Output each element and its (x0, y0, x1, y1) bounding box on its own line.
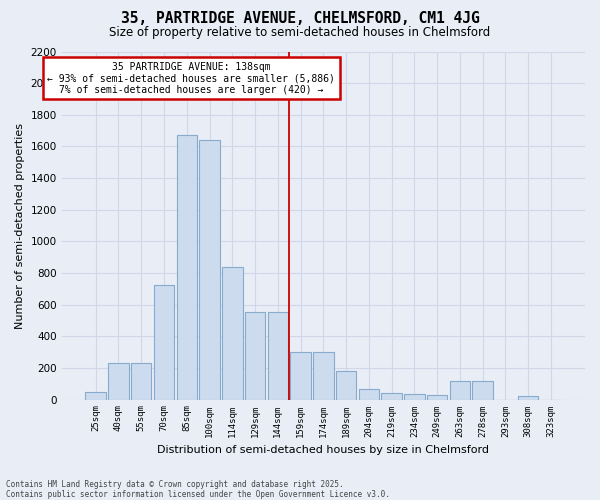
Bar (449, 382, 470, 400)
Bar (222, 266, 242, 400)
Bar (427, 395, 448, 400)
Bar (290, 352, 311, 400)
Bar (154, 285, 174, 400)
Y-axis label: Number of semi-detached properties: Number of semi-detached properties (15, 122, 25, 328)
Bar (472, 382, 493, 400)
Bar (336, 372, 356, 400)
Bar (313, 352, 334, 400)
Bar (131, 364, 151, 400)
Bar (108, 364, 129, 400)
Text: Size of property relative to semi-detached houses in Chelmsford: Size of property relative to semi-detach… (109, 26, 491, 39)
Bar (199, 140, 220, 400)
Bar (404, 394, 425, 400)
Bar (176, 136, 197, 400)
Text: 35, PARTRIDGE AVENUE, CHELMSFORD, CM1 4JG: 35, PARTRIDGE AVENUE, CHELMSFORD, CM1 4J… (121, 11, 479, 26)
Bar (85, 392, 106, 400)
Text: Contains HM Land Registry data © Crown copyright and database right 2025.
Contai: Contains HM Land Registry data © Crown c… (6, 480, 390, 499)
Bar (359, 390, 379, 400)
Bar (518, 396, 538, 400)
X-axis label: Distribution of semi-detached houses by size in Chelmsford: Distribution of semi-detached houses by … (157, 445, 490, 455)
Bar (382, 393, 402, 400)
Text: 35 PARTRIDGE AVENUE: 138sqm
← 93% of semi-detached houses are smaller (5,886)
7%: 35 PARTRIDGE AVENUE: 138sqm ← 93% of sem… (47, 62, 335, 95)
Bar (245, 312, 265, 400)
Bar (268, 312, 288, 400)
